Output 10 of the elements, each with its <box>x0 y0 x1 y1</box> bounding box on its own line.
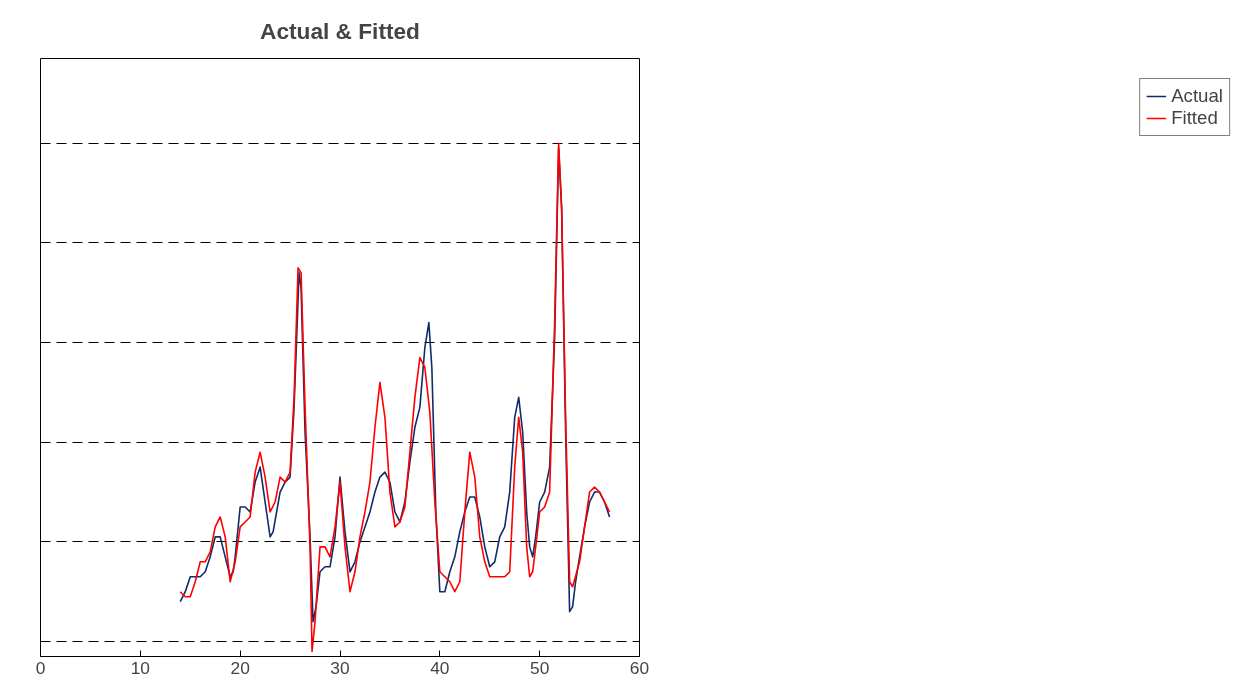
x-tick-label: 50 <box>530 657 550 678</box>
x-tick-label: 40 <box>430 657 450 678</box>
chart-title: Actual & Fitted <box>260 17 420 44</box>
x-tick-label: 10 <box>130 657 150 678</box>
x-tick-label: 0 <box>35 657 46 678</box>
x-tick-label: 30 <box>330 657 350 678</box>
x-tick-label: 60 <box>629 657 650 678</box>
x-tick-label: 20 <box>230 657 250 678</box>
legend-label: Fitted <box>1171 107 1218 129</box>
legend-label: Actual <box>1171 85 1223 107</box>
